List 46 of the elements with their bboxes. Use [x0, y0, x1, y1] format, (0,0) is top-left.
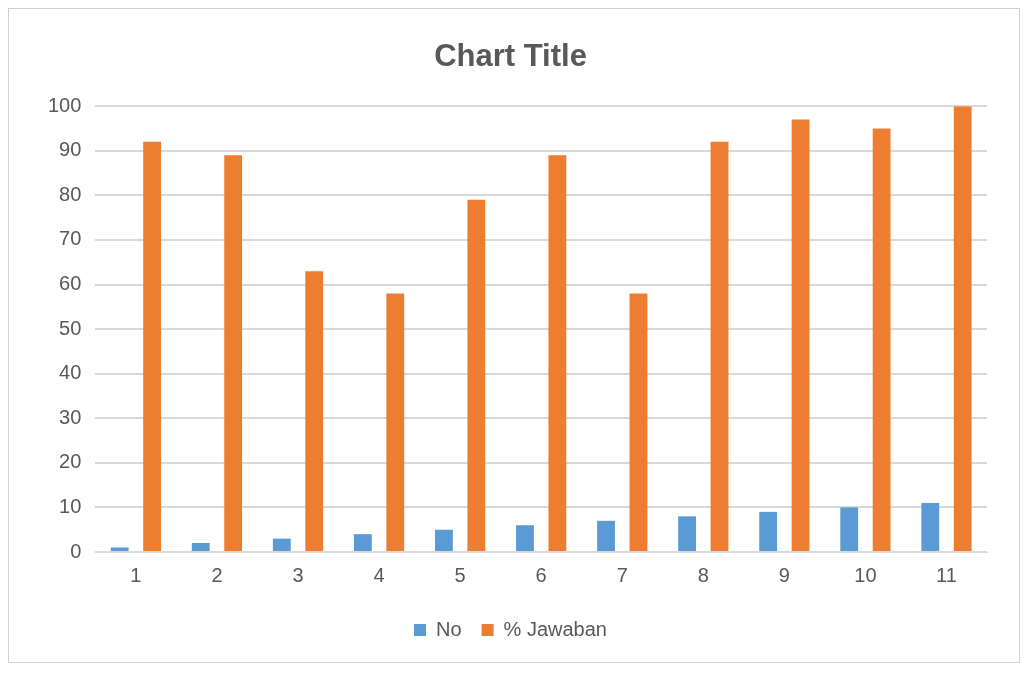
bar — [921, 502, 940, 551]
x-tick-label: 8 — [697, 563, 709, 586]
bar — [224, 155, 243, 551]
legend-label: No — [436, 617, 462, 640]
x-tick-label: 9 — [778, 563, 790, 586]
y-tick-label: 70 — [59, 227, 82, 250]
y-tick-label: 40 — [59, 361, 82, 384]
bar — [872, 128, 891, 551]
bar — [710, 141, 729, 551]
bar — [191, 543, 210, 551]
bar — [840, 507, 859, 551]
bar — [272, 538, 291, 551]
bar — [597, 520, 615, 551]
bar — [953, 106, 972, 551]
bar — [759, 511, 778, 551]
bar — [386, 293, 405, 551]
y-tick-label: 0 — [70, 539, 82, 562]
y-tick-label: 50 — [59, 316, 82, 339]
legend-label: % Jawaban — [503, 617, 607, 640]
bar — [305, 271, 324, 551]
x-tick-label: 3 — [292, 563, 304, 586]
y-tick-label: 60 — [59, 272, 82, 295]
bar — [435, 529, 453, 551]
y-tick-label: 100 — [47, 93, 82, 116]
x-tick-label: 7 — [616, 563, 628, 586]
x-tick-label: 11 — [936, 563, 957, 586]
x-tick-label: 10 — [854, 563, 877, 586]
bar — [791, 119, 810, 551]
y-tick-label: 30 — [59, 405, 82, 428]
x-tick-label: 4 — [373, 563, 385, 586]
bar — [678, 516, 696, 551]
bar — [516, 525, 534, 551]
y-tick-label: 90 — [59, 138, 82, 161]
chart-title: Chart Title — [434, 38, 587, 74]
x-tick-label: 2 — [211, 563, 223, 586]
x-tick-label: 6 — [535, 563, 547, 586]
bar — [548, 155, 567, 551]
bar — [353, 534, 372, 551]
y-tick-label: 80 — [59, 182, 82, 205]
x-tick-label: 1 — [130, 563, 142, 586]
x-tick-label: 5 — [454, 563, 466, 586]
y-tick-label: 20 — [59, 450, 82, 473]
bar — [629, 293, 648, 551]
y-tick-label: 10 — [59, 494, 82, 517]
bar — [467, 199, 486, 551]
bar — [143, 141, 162, 551]
